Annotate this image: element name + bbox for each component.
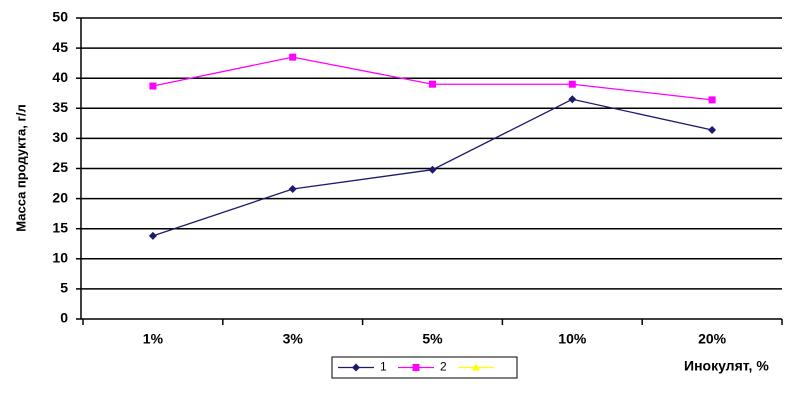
point <box>149 82 157 90</box>
y-tick-label: 50 <box>52 9 68 25</box>
x-tick-label: 1% <box>143 331 164 347</box>
y-tick-label: 35 <box>52 99 68 115</box>
point <box>412 364 420 371</box>
x-tick-label: 3% <box>283 331 304 347</box>
point <box>708 96 716 104</box>
y-tick-label: 5 <box>60 280 68 296</box>
point <box>289 53 297 61</box>
x-axis-label: Инокулят, % <box>684 358 769 374</box>
point <box>568 80 576 88</box>
y-tick-label: 10 <box>52 250 68 266</box>
y-tick-label: 20 <box>52 189 68 205</box>
y-tick-label: 30 <box>52 129 68 145</box>
legend-label: 2 <box>440 360 447 374</box>
point <box>148 231 157 240</box>
point <box>472 363 480 371</box>
y-axis-label: Масса продукта, г/л <box>13 104 28 232</box>
x-tick-label: 10% <box>558 331 587 347</box>
point <box>429 80 436 88</box>
y-tick-label: 0 <box>60 310 68 326</box>
y-tick-label: 15 <box>52 219 68 235</box>
y-tick-label: 40 <box>52 69 68 85</box>
y-tick-label: 25 <box>52 159 68 175</box>
point <box>428 165 437 174</box>
point <box>288 184 297 193</box>
legend-label: 1 <box>380 360 387 374</box>
y-tick-label: 45 <box>52 39 68 55</box>
x-tick-label: 20% <box>698 331 727 347</box>
point <box>708 125 717 134</box>
point <box>568 95 577 104</box>
point <box>352 363 360 372</box>
x-tick-label: 5% <box>422 331 443 347</box>
